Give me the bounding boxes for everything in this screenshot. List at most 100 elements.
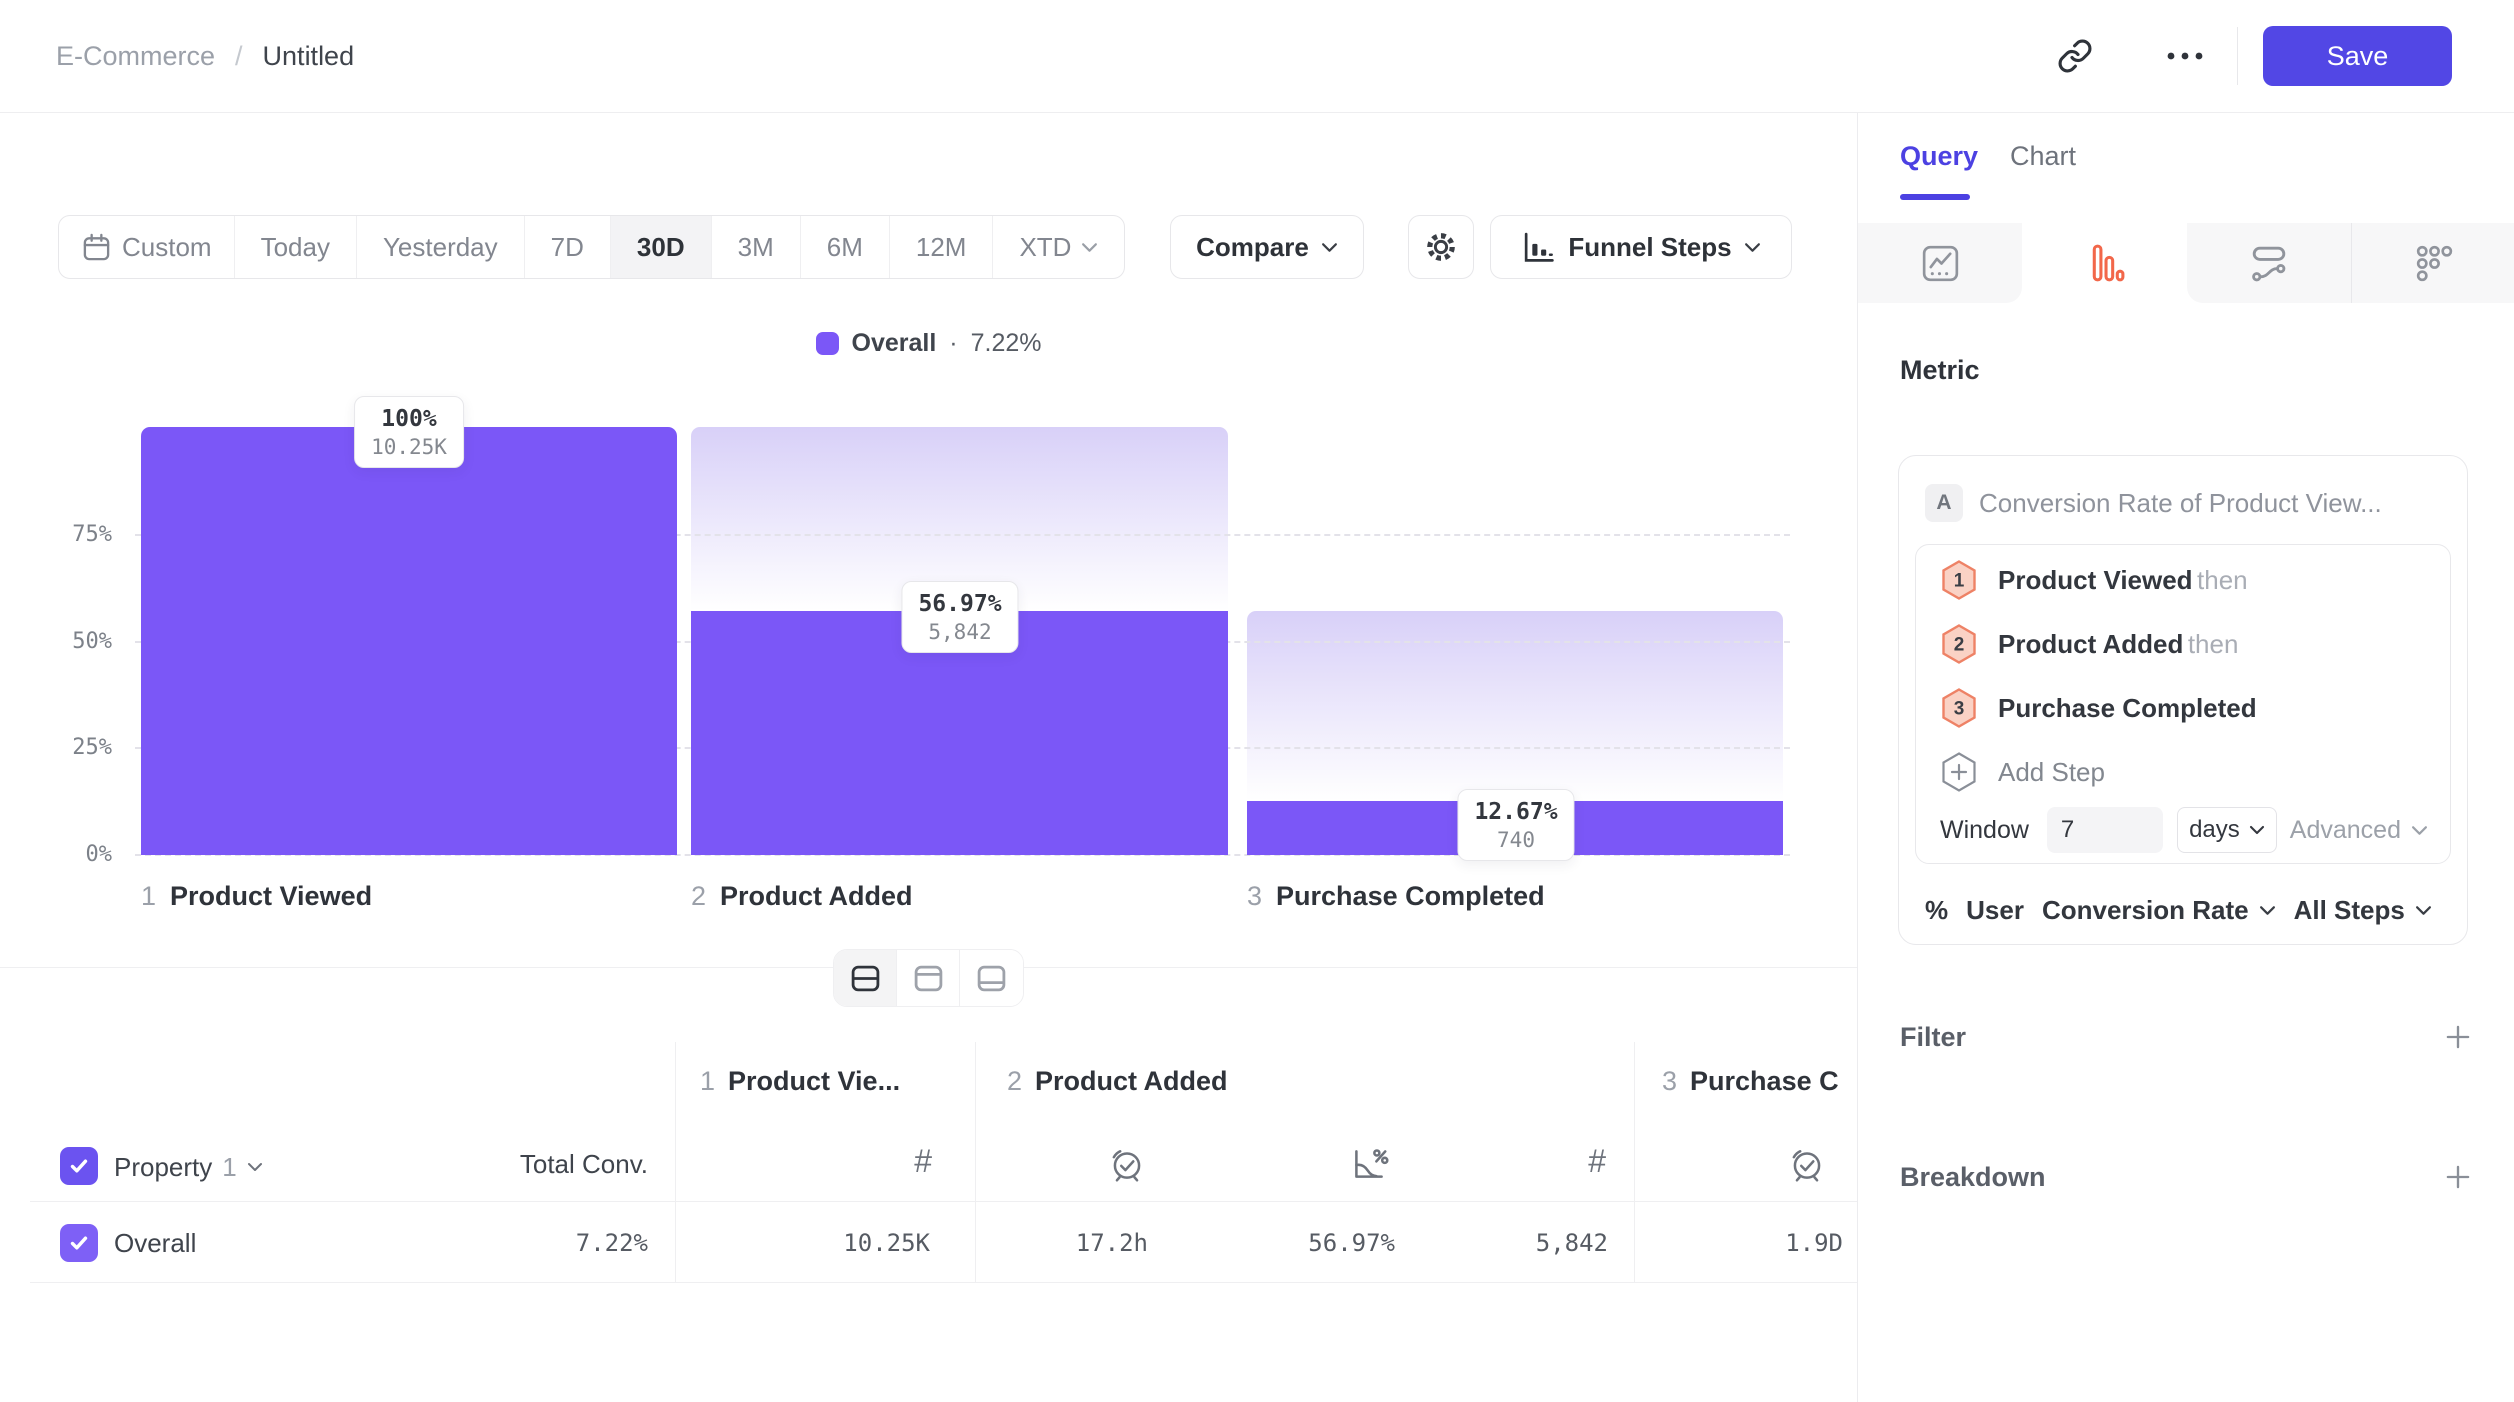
legend-swatch	[815, 332, 839, 355]
chart-type-button[interactable]: Funnel Steps	[1490, 215, 1792, 279]
tab-query[interactable]: Query	[1900, 141, 1979, 171]
chevron-down-icon	[2415, 905, 2431, 915]
line-chart-icon	[1922, 245, 1958, 281]
metric-title[interactable]: Conversion Rate of Product View...	[1979, 488, 2382, 518]
chart-type-journey[interactable]	[2186, 223, 2351, 303]
breakdown-section: Breakdown	[1900, 1157, 2474, 1197]
metric-card: A Conversion Rate of Product View... 1 P…	[1898, 455, 2468, 945]
add-step-hexagon-icon	[1942, 752, 1976, 792]
chevron-down-icon	[1744, 242, 1760, 252]
stopwatch-check-icon[interactable]	[1786, 1143, 1828, 1185]
compare-button[interactable]: Compare	[1170, 215, 1364, 279]
chart-type-line[interactable]	[1858, 223, 2023, 303]
table-view-icon	[977, 965, 1006, 991]
row-step2-avg-time: 17.2h	[1075, 1229, 1148, 1257]
date-preset-label: Custom	[122, 231, 212, 262]
measure-selector[interactable]: Conversion Rate	[2042, 895, 2276, 926]
total-conv-header[interactable]: Total Conv.	[519, 1149, 648, 1179]
table-col-divider	[1634, 1042, 1635, 1283]
funnel-step-row-1[interactable]: 1 Product Viewed then	[1940, 557, 2248, 603]
add-step-button[interactable]: Add Step	[1940, 749, 2105, 795]
funnel-step-row-2[interactable]: 2 Product Added then	[1940, 621, 2238, 667]
chart-type-funnel[interactable]	[2022, 223, 2187, 303]
date-preset-yesterday[interactable]: Yesterday	[357, 216, 525, 278]
bar-count: 5,842	[928, 620, 992, 644]
date-preset-7d[interactable]: 7D	[525, 216, 611, 278]
active-tab-underline	[1900, 194, 1970, 200]
legend-value: 7.22%	[970, 329, 1042, 357]
table-group-step-1[interactable]: 1 Product Vie...	[700, 1066, 901, 1096]
row-step3-avg-time: 1.9D	[1785, 1229, 1843, 1257]
chevron-down-icon	[2412, 825, 2427, 835]
entity-selector[interactable]: User	[1966, 894, 2024, 925]
conversion-chart-icon[interactable]	[1348, 1143, 1390, 1185]
breakdown-heading: Breakdown	[1900, 1161, 2046, 1192]
table-group-step-3[interactable]: 3 Purchase C	[1662, 1066, 1839, 1096]
date-preset-6m[interactable]: 6M	[801, 216, 890, 278]
y-tick-50: 50%	[72, 629, 112, 654]
advanced-toggle[interactable]: Advanced	[2290, 816, 2428, 845]
bar-pct: 100%	[381, 406, 437, 432]
row-step2-conv: 56.97%	[1308, 1229, 1395, 1257]
step-label-1: 1 Product Viewed	[141, 881, 373, 911]
metric-footer: % User Conversion Rate All Steps	[1925, 890, 2443, 930]
table-view-toggle[interactable]	[960, 950, 1023, 1006]
chevron-down-icon	[247, 1163, 262, 1171]
bar-label-step-2: 56.97% 5,842	[901, 581, 1019, 653]
filter-heading: Filter	[1900, 1021, 1967, 1052]
window-unit-select[interactable]: days	[2176, 807, 2277, 853]
chart-type-tabs	[1858, 223, 2514, 303]
bar-count: 10.25K	[371, 435, 447, 459]
chart-legend[interactable]: Overall · 7.22%	[0, 329, 1857, 358]
window-value-input[interactable]	[2046, 807, 2163, 853]
date-preset-3m[interactable]: 3M	[712, 216, 801, 278]
row-checkbox[interactable]	[60, 1224, 98, 1262]
breadcrumb-parent[interactable]: E-Commerce	[56, 40, 216, 71]
table-col-divider	[975, 1042, 976, 1283]
chart-view-toggle[interactable]	[897, 950, 960, 1006]
date-preset-today[interactable]: Today	[235, 216, 357, 278]
funnel-bars-icon	[1525, 232, 1555, 262]
table-group-step-2[interactable]: 2 Product Added	[1007, 1066, 1228, 1096]
funnel-bar-step-3-lost[interactable]	[1247, 611, 1783, 801]
add-filter-icon[interactable]	[2442, 1021, 2474, 1053]
stopwatch-check-icon[interactable]	[1106, 1143, 1148, 1185]
row-name[interactable]: Overall	[114, 1228, 197, 1258]
chevron-down-icon	[1321, 242, 1337, 252]
chevron-down-icon	[1082, 242, 1098, 252]
conversion-window-row: Window days Advanced	[1940, 807, 2428, 853]
select-all-checkbox[interactable]	[60, 1147, 98, 1185]
main-panel: Custom Today Yesterday 7D 30D 3M 6M 12M …	[0, 113, 1857, 1402]
date-preset-30d[interactable]: 30D	[610, 216, 712, 278]
hash-icon[interactable]: #	[1588, 1143, 1606, 1179]
split-view-toggle[interactable]	[834, 950, 897, 1006]
date-preset-12m[interactable]: 12M	[890, 216, 994, 278]
app-header: E-Commerce / Untitled Save	[0, 0, 2514, 113]
legend-series-name: Overall	[851, 329, 937, 357]
journey-icon	[2252, 246, 2286, 281]
property-header[interactable]: Property 1	[114, 1149, 263, 1185]
funnel-step-row-3[interactable]: 3 Purchase Completed	[1940, 685, 2257, 731]
chevron-down-icon	[2259, 905, 2275, 915]
calendar-icon	[83, 233, 110, 260]
table-col-divider	[675, 1042, 676, 1283]
window-label: Window	[1940, 815, 2029, 844]
breadcrumb-current[interactable]: Untitled	[262, 40, 355, 71]
tab-chart[interactable]: Chart	[2010, 141, 2077, 171]
filter-section: Filter	[1900, 1017, 2474, 1057]
funnel-bar-step-2-lost[interactable]	[691, 427, 1228, 611]
scope-selector[interactable]: All Steps	[2294, 895, 2432, 926]
bar-label-step-1: 100% 10.25K	[354, 396, 464, 468]
row-total-conv: 7.22%	[575, 1229, 648, 1257]
hash-icon[interactable]: #	[914, 1143, 932, 1179]
chart-settings-button[interactable]	[1408, 215, 1474, 279]
svg-text:1: 1	[1954, 571, 1965, 592]
date-preset-xtd[interactable]: XTD	[993, 216, 1124, 278]
date-preset-custom[interactable]: Custom	[59, 216, 235, 278]
save-button[interactable]: Save	[2263, 26, 2452, 86]
add-breakdown-icon[interactable]	[2442, 1161, 2474, 1193]
link-icon[interactable]	[2053, 34, 2097, 78]
chart-type-matrix[interactable]	[2350, 223, 2514, 303]
more-options-icon[interactable]	[2163, 34, 2207, 78]
funnel-bar-step-1[interactable]	[141, 427, 677, 855]
